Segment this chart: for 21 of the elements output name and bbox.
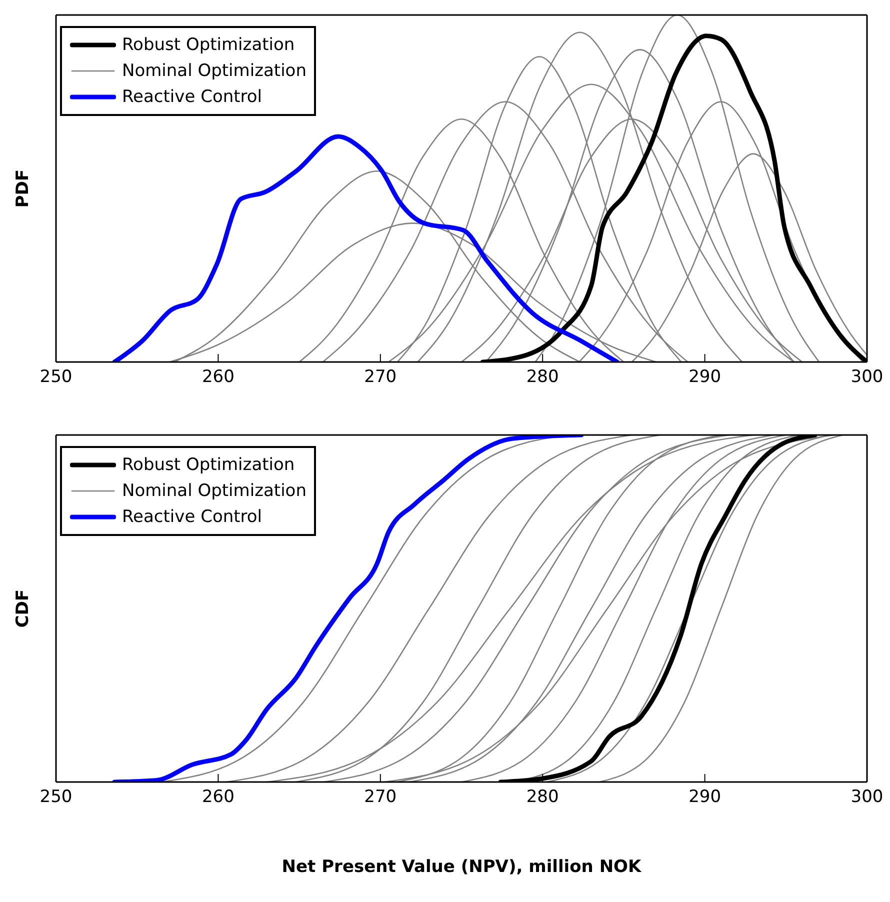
legend-label: Reactive Control — [122, 506, 262, 529]
x-tick-label: 300 — [850, 787, 884, 808]
x-tick-label: 250 — [40, 367, 72, 388]
y-axis-title: PDF — [13, 169, 34, 208]
legend-label: Robust Optimization — [122, 454, 295, 477]
x-tick-label: 260 — [202, 787, 234, 808]
legend-label: Nominal Optimization — [122, 480, 306, 503]
x-tick-label: 260 — [202, 367, 234, 388]
x-tick-label: 250 — [40, 787, 72, 808]
x-tick-label: 290 — [688, 367, 722, 388]
x-tick-label: 300 — [850, 367, 884, 388]
legend-label: Nominal Optimization — [122, 60, 306, 83]
x-tick-label: 290 — [688, 787, 722, 808]
y-axis-title: CDF — [13, 589, 34, 628]
x-tick-label: 270 — [364, 367, 397, 388]
x-tick-label: 280 — [526, 787, 559, 808]
x-tick-label: 270 — [364, 787, 397, 808]
legend-label: Reactive Control — [122, 86, 262, 109]
x-tick-label: 280 — [526, 367, 559, 388]
legend-label: Robust Optimization — [122, 34, 295, 57]
x-axis-title: Net Present Value (NPV), million NOK — [282, 857, 642, 877]
